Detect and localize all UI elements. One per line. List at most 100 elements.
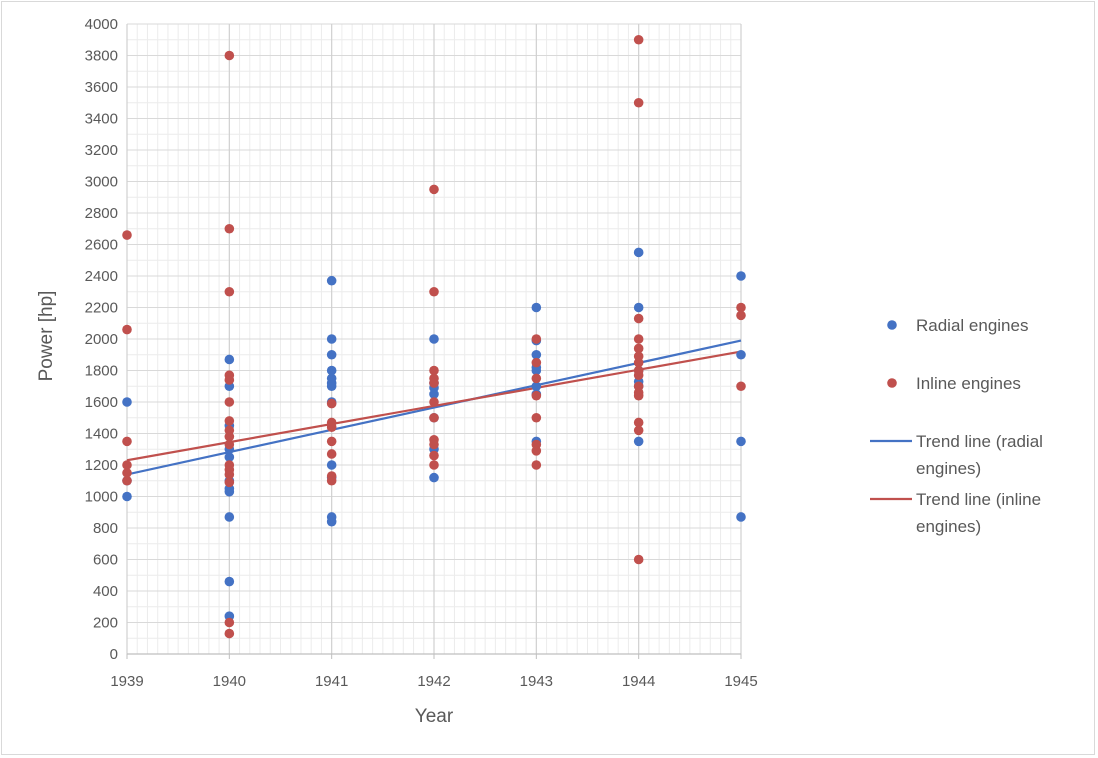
data-point bbox=[633, 425, 644, 436]
y-tick-label: 2800 bbox=[85, 205, 118, 222]
data-point bbox=[633, 97, 644, 108]
data-point bbox=[736, 302, 746, 313]
x-tick-label: 1940 bbox=[213, 673, 246, 690]
data-point bbox=[326, 449, 337, 459]
data-point bbox=[633, 357, 644, 368]
y-tick-label: 1000 bbox=[85, 489, 118, 506]
data-point bbox=[736, 349, 746, 360]
data-point bbox=[326, 422, 337, 433]
data-point bbox=[429, 397, 439, 407]
data-point bbox=[122, 436, 132, 447]
data-point bbox=[326, 460, 337, 470]
data-point bbox=[531, 357, 542, 368]
data-point bbox=[326, 398, 337, 409]
data-point bbox=[429, 439, 439, 450]
data-point bbox=[429, 460, 439, 470]
y-tick-label: 1800 bbox=[85, 363, 118, 380]
data-point bbox=[122, 491, 132, 502]
y-tick-label: 400 bbox=[93, 583, 118, 600]
x-tick-label: 1941 bbox=[315, 673, 348, 690]
data-point bbox=[326, 475, 337, 486]
data-point bbox=[736, 271, 746, 281]
y-tick-label: 600 bbox=[93, 552, 118, 569]
data-point bbox=[122, 475, 132, 486]
data-point bbox=[122, 468, 132, 478]
data-point bbox=[531, 460, 542, 470]
data-point bbox=[633, 334, 644, 344]
legend-marker bbox=[887, 378, 897, 388]
y-tick-label: 3200 bbox=[85, 142, 118, 159]
data-point bbox=[224, 439, 235, 450]
x-tick-label: 1944 bbox=[622, 673, 655, 690]
data-point bbox=[531, 390, 542, 401]
data-point bbox=[224, 397, 235, 407]
data-point bbox=[224, 223, 235, 234]
data-point bbox=[633, 247, 644, 258]
data-point bbox=[224, 576, 235, 587]
data-point bbox=[736, 436, 746, 447]
y-tick-label: 1400 bbox=[85, 426, 118, 443]
x-tick-label: 1939 bbox=[110, 673, 143, 690]
data-point bbox=[122, 324, 132, 335]
data-point bbox=[122, 230, 132, 240]
data-point bbox=[633, 436, 644, 447]
data-point bbox=[224, 469, 235, 480]
data-point bbox=[429, 184, 439, 195]
x-axis-title: Year bbox=[415, 706, 454, 727]
data-point bbox=[224, 452, 235, 462]
data-point bbox=[224, 50, 235, 61]
y-tick-label: 2200 bbox=[85, 300, 118, 317]
data-point bbox=[531, 365, 542, 376]
y-tick-label: 1600 bbox=[85, 394, 118, 411]
data-point bbox=[531, 349, 542, 360]
legend-marker bbox=[887, 320, 897, 330]
data-point bbox=[429, 378, 439, 388]
data-point bbox=[531, 373, 542, 384]
data-point bbox=[531, 446, 542, 456]
data-point bbox=[736, 310, 746, 321]
data-point bbox=[326, 436, 337, 447]
data-point bbox=[224, 416, 235, 426]
data-point bbox=[122, 397, 132, 407]
data-point bbox=[633, 313, 644, 324]
data-point bbox=[633, 343, 644, 354]
data-point bbox=[633, 34, 644, 45]
data-point bbox=[633, 390, 644, 401]
data-points bbox=[122, 34, 746, 639]
y-axis-ticks: 0 200 400 600 800 1000 1200 1400 1600 1800 2000 220… bbox=[85, 16, 118, 663]
data-point bbox=[224, 628, 235, 639]
y-tick-label: 1200 bbox=[85, 457, 118, 474]
x-tick-label: 1943 bbox=[520, 673, 553, 690]
legend-label: Trend line (inline engines) bbox=[916, 490, 1041, 536]
legend: Radial engines Inline engines Trend line (… bbox=[870, 316, 1043, 536]
legend-label: Trend line (radial engines) bbox=[916, 432, 1043, 478]
data-point bbox=[326, 334, 337, 344]
y-tick-label: 800 bbox=[93, 520, 118, 537]
data-point bbox=[224, 375, 235, 385]
y-tick-label: 3800 bbox=[85, 48, 118, 65]
data-point bbox=[633, 417, 644, 428]
data-point bbox=[224, 354, 235, 365]
y-tick-label: 2600 bbox=[85, 237, 118, 254]
data-point bbox=[429, 389, 439, 399]
y-tick-label: 2000 bbox=[85, 331, 118, 348]
data-point bbox=[429, 412, 439, 423]
y-tick-label: 4000 bbox=[85, 16, 118, 33]
data-point bbox=[531, 302, 542, 313]
data-point bbox=[531, 412, 542, 423]
x-tick-label: 1942 bbox=[417, 673, 450, 690]
y-tick-label: 2400 bbox=[85, 268, 118, 285]
y-tick-label: 3600 bbox=[85, 79, 118, 96]
data-point bbox=[429, 365, 439, 376]
y-tick-label: 200 bbox=[93, 615, 118, 632]
data-point bbox=[122, 460, 132, 470]
y-tick-label: 3400 bbox=[85, 111, 118, 128]
legend-label: Radial engines bbox=[916, 316, 1028, 335]
data-point bbox=[531, 381, 542, 392]
data-point bbox=[429, 334, 439, 344]
y-tick-label: 3000 bbox=[85, 174, 118, 191]
data-point bbox=[633, 302, 644, 313]
y-tick-label: 0 bbox=[110, 646, 118, 663]
